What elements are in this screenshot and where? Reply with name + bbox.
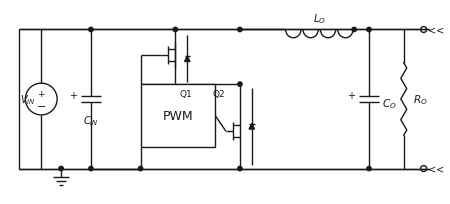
Circle shape bbox=[89, 28, 93, 32]
Circle shape bbox=[89, 166, 93, 171]
Circle shape bbox=[238, 166, 242, 171]
Polygon shape bbox=[184, 57, 190, 62]
Circle shape bbox=[367, 166, 371, 171]
Text: $L_O$: $L_O$ bbox=[313, 13, 326, 26]
Circle shape bbox=[238, 83, 242, 87]
Text: +: + bbox=[37, 89, 45, 98]
Circle shape bbox=[367, 28, 371, 32]
Text: $C_O$: $C_O$ bbox=[382, 97, 396, 110]
Text: +: + bbox=[69, 90, 77, 100]
Circle shape bbox=[173, 28, 177, 32]
Circle shape bbox=[352, 28, 356, 32]
Text: <<: << bbox=[428, 164, 444, 174]
Text: $C_{IN}$: $C_{IN}$ bbox=[83, 114, 99, 128]
Text: +: + bbox=[347, 90, 355, 100]
Text: PWM: PWM bbox=[162, 109, 193, 122]
Circle shape bbox=[59, 166, 63, 171]
Circle shape bbox=[238, 28, 242, 32]
Bar bbox=[140, 85, 215, 147]
Text: $R_O$: $R_O$ bbox=[413, 93, 428, 106]
Text: <<: << bbox=[428, 25, 444, 35]
Text: Q2: Q2 bbox=[212, 90, 225, 99]
Text: −: − bbox=[36, 101, 46, 111]
Circle shape bbox=[139, 166, 143, 171]
Text: $V_{IN}$: $V_{IN}$ bbox=[19, 93, 35, 106]
Text: Q1: Q1 bbox=[179, 90, 192, 99]
Polygon shape bbox=[249, 124, 255, 129]
